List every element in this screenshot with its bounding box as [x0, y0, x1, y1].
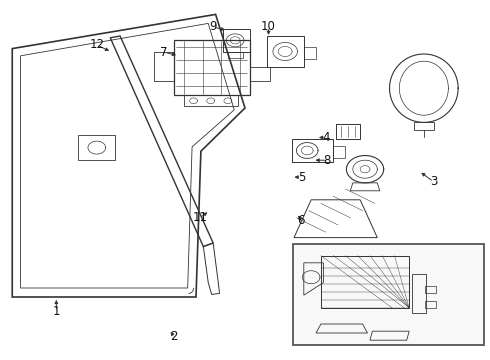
Text: 12: 12: [90, 39, 104, 51]
Text: 3: 3: [430, 175, 438, 188]
Text: 6: 6: [297, 214, 305, 227]
Text: 10: 10: [261, 21, 276, 33]
Text: 8: 8: [323, 154, 331, 167]
Text: 1: 1: [52, 305, 60, 318]
Text: 5: 5: [297, 171, 305, 184]
FancyBboxPatch shape: [293, 244, 484, 345]
Text: 7: 7: [160, 46, 168, 59]
Text: 2: 2: [170, 330, 178, 343]
Text: 11: 11: [193, 211, 207, 224]
Text: 4: 4: [322, 131, 330, 144]
Text: 9: 9: [209, 21, 217, 33]
